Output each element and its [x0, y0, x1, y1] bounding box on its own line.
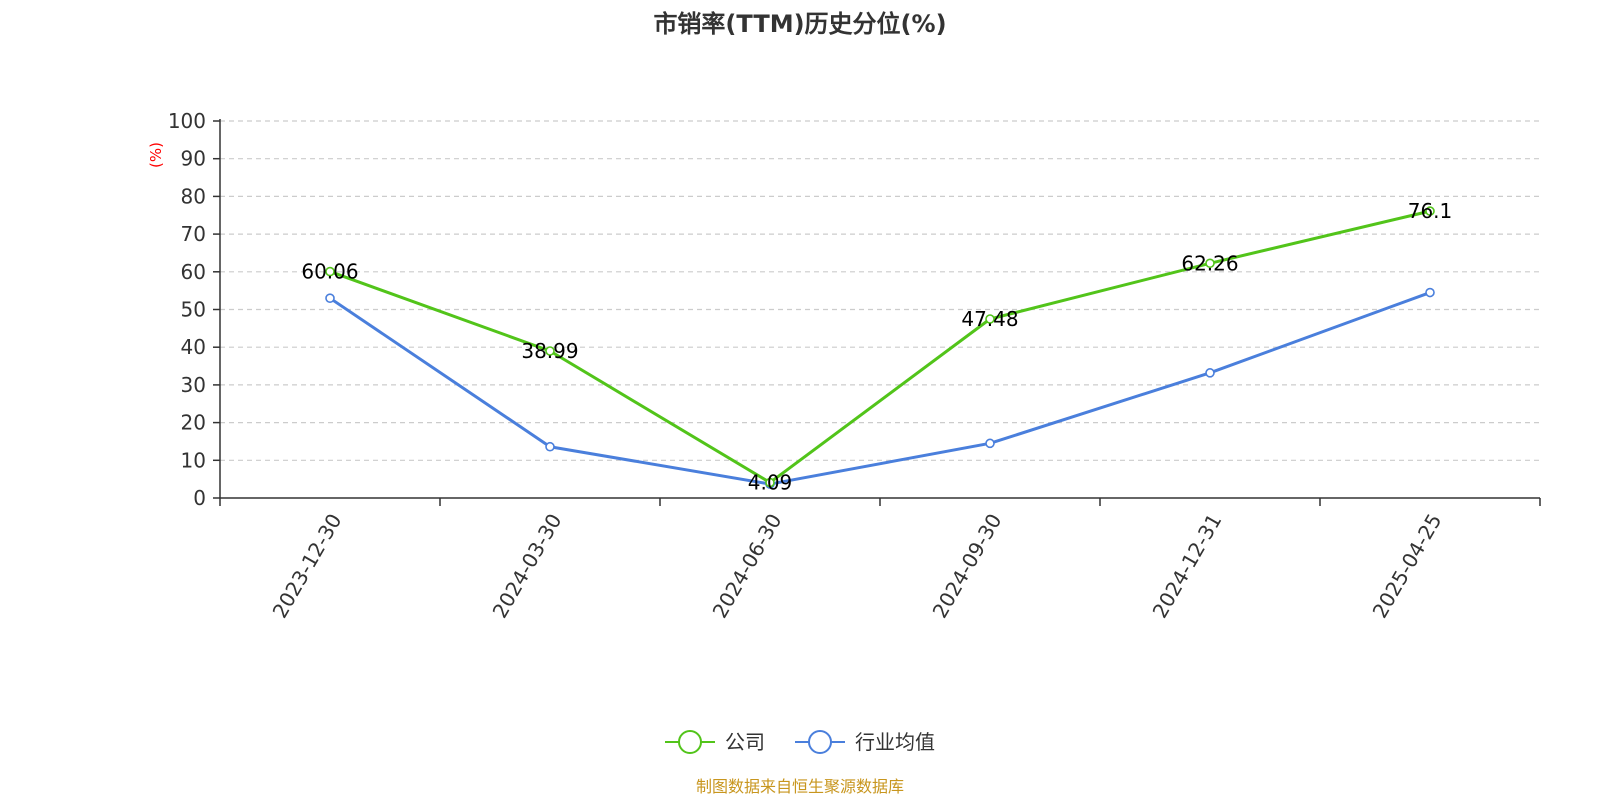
legend-item[interactable]: 行业均值: [795, 730, 935, 754]
data-point: [545, 441, 555, 452]
data-label: 47.48: [961, 307, 1018, 331]
y-tick-label: 20: [181, 411, 206, 435]
data-point: [1205, 258, 1215, 269]
series-line: [329, 209, 1431, 485]
data-point: [1425, 206, 1435, 216]
x-tick-label: 2024-06-30: [708, 510, 787, 623]
legend-circle-icon: [678, 730, 702, 754]
grid-lines: [220, 120, 1540, 461]
x-tick-label: 2024-09-30: [928, 510, 1007, 623]
y-tick-label: 50: [181, 298, 206, 322]
series-1: 60.06 38.99 4.09 47.48 62.26 76.1: [301, 199, 1452, 494]
y-tick-label: 60: [181, 260, 206, 284]
y-tick-label: 10: [181, 448, 206, 472]
legend[interactable]: 公司 行业均值: [665, 730, 935, 754]
y-tick-label: 0: [193, 486, 206, 510]
data-label: 60.06: [301, 260, 358, 284]
data-point: [765, 477, 775, 488]
data-label: 4.09: [748, 471, 793, 495]
chart-title: 市销率(TTM)历史分位(%): [653, 10, 946, 38]
y-tick-label: 70: [181, 222, 206, 246]
data-label: 38.99: [521, 339, 578, 363]
y-tick-label: 40: [181, 335, 206, 359]
series-layer: 60.06 38.99 4.09 47.48 62.26 76.1: [301, 199, 1452, 494]
data-point: [985, 314, 995, 324]
data-point: [545, 346, 555, 356]
data-point: [985, 438, 995, 449]
legend-item[interactable]: 公司: [665, 730, 765, 754]
x-tick-label: 2023-12-30: [268, 510, 347, 623]
series-line: [329, 291, 1431, 486]
data-label: 62.26: [1181, 251, 1238, 275]
series-2: [325, 287, 1435, 489]
source-note: 制图数据来自恒生聚源数据库: [696, 777, 904, 796]
data-point: [1205, 368, 1215, 378]
data-point: [325, 293, 335, 303]
axes: 0 10 20 30 40 50 60 70 80 90 100 2023-12-30 2024-03-…: [168, 109, 1541, 623]
data-label: 76.1: [1408, 199, 1453, 223]
x-tick-label: 2025-04-25: [1368, 510, 1447, 623]
y-tick-label: 80: [181, 184, 206, 208]
y-tick-label: 30: [181, 373, 206, 397]
y-tick-label: 100: [168, 109, 206, 133]
x-tick-label: 2024-12-31: [1148, 510, 1227, 623]
data-point: [325, 266, 335, 277]
legend-circle-icon: [808, 730, 832, 754]
legend-label: 公司: [725, 730, 765, 754]
y-tick-label: 90: [181, 147, 206, 171]
legend-label: 行业均值: [855, 730, 935, 754]
data-point: [1425, 287, 1435, 298]
y-axis-unit-label: (%): [147, 142, 165, 168]
x-tick-label: 2024-03-30: [488, 510, 567, 623]
